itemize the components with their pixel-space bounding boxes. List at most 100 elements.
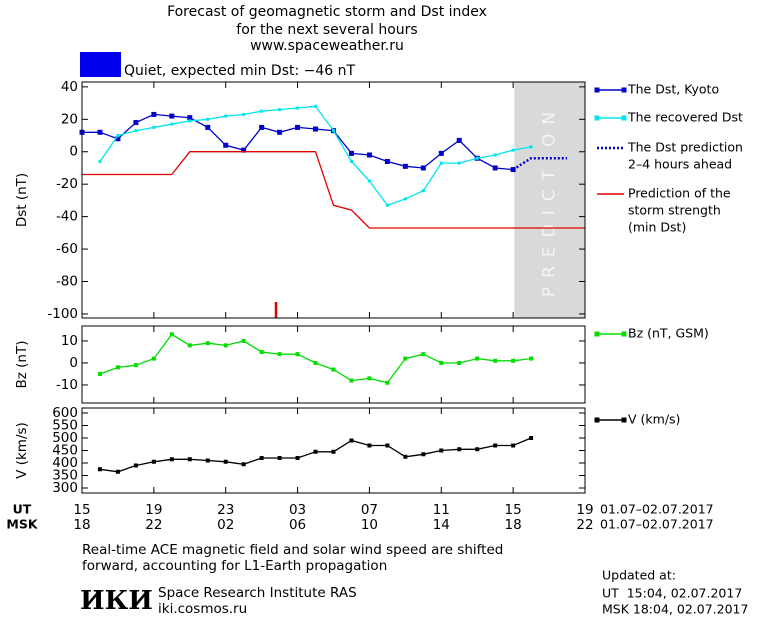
point bbox=[223, 459, 228, 464]
point bbox=[439, 448, 444, 453]
x-tick-label: 15 bbox=[505, 502, 522, 518]
x-tick-label: 07 bbox=[361, 502, 378, 518]
point bbox=[97, 371, 102, 376]
msk-tick-label: 18 bbox=[73, 517, 90, 533]
point bbox=[511, 358, 516, 363]
point bbox=[205, 458, 210, 463]
point bbox=[98, 159, 102, 163]
legend-label: Bz (nT, GSM) bbox=[628, 326, 709, 341]
legend-label: V (km/s) bbox=[628, 412, 680, 427]
point bbox=[242, 112, 246, 116]
msk-tick-label: 14 bbox=[433, 517, 450, 533]
point bbox=[187, 115, 193, 121]
msk-tick-label: 18 bbox=[505, 517, 522, 533]
institute-site: iki.cosmos.ru bbox=[158, 601, 247, 617]
point bbox=[295, 352, 300, 357]
point bbox=[133, 363, 138, 368]
msk-tick-label: 02 bbox=[217, 517, 234, 533]
point bbox=[385, 203, 389, 207]
point bbox=[313, 360, 318, 365]
point bbox=[349, 159, 353, 163]
point bbox=[260, 109, 264, 113]
point bbox=[475, 156, 479, 160]
y-tick-label: 350 bbox=[52, 468, 78, 484]
legend-marker bbox=[594, 115, 600, 121]
point bbox=[97, 129, 103, 135]
institute-name: Space Research Institute RAS bbox=[158, 585, 357, 601]
legend-label: The Dst prediction bbox=[627, 140, 743, 155]
point bbox=[313, 449, 318, 454]
y-tick-label: 300 bbox=[52, 480, 78, 496]
point bbox=[133, 120, 139, 126]
status-box bbox=[80, 52, 121, 77]
title: Forecast of geomagnetic storm and Dst in… bbox=[167, 4, 487, 20]
legend-marker bbox=[621, 115, 627, 121]
point bbox=[224, 114, 228, 118]
series-line bbox=[99, 437, 532, 473]
point bbox=[134, 129, 138, 133]
legend-marker bbox=[594, 417, 600, 423]
point bbox=[529, 436, 534, 440]
y-tick-label: -100 bbox=[47, 306, 78, 322]
x-tick-label: 23 bbox=[217, 502, 234, 518]
point bbox=[241, 462, 246, 467]
point bbox=[313, 126, 319, 132]
point bbox=[331, 367, 336, 372]
y-tick-label: -20 bbox=[56, 176, 78, 192]
x-tick-label: 11 bbox=[433, 502, 450, 518]
point bbox=[151, 459, 156, 464]
point bbox=[259, 349, 264, 354]
prediction-label: PREDICTION bbox=[540, 103, 560, 297]
point bbox=[349, 378, 354, 383]
point bbox=[97, 467, 102, 472]
point bbox=[205, 341, 210, 346]
point bbox=[367, 443, 372, 448]
title: for the next several hours bbox=[236, 22, 417, 38]
msk-tick-label: 22 bbox=[576, 517, 593, 533]
legend-label: (min Dst) bbox=[628, 220, 686, 235]
point bbox=[188, 119, 192, 123]
y-tick-label: 450 bbox=[52, 443, 78, 459]
point bbox=[439, 161, 443, 165]
point bbox=[439, 360, 444, 365]
y-tick-label: 40 bbox=[61, 79, 78, 95]
point bbox=[493, 358, 498, 363]
y-tick-label: -80 bbox=[56, 274, 78, 290]
updated-ut: UT 15:04, 02.07.2017 bbox=[602, 586, 742, 601]
note: Real-time ACE magnetic field and solar w… bbox=[82, 542, 503, 558]
point bbox=[367, 179, 371, 183]
legend-marker bbox=[621, 87, 627, 93]
x-tick-label: 19 bbox=[576, 502, 593, 518]
point bbox=[492, 165, 498, 171]
point bbox=[385, 443, 390, 448]
legend-label: storm strength bbox=[628, 203, 721, 218]
point bbox=[277, 129, 283, 135]
point bbox=[457, 161, 461, 165]
y-tick-label: 10 bbox=[61, 333, 78, 349]
point bbox=[349, 438, 354, 443]
series-line bbox=[99, 105, 532, 207]
point bbox=[170, 122, 174, 126]
point bbox=[115, 136, 121, 142]
point bbox=[385, 380, 390, 385]
point bbox=[529, 145, 533, 149]
point bbox=[187, 457, 192, 462]
point bbox=[421, 352, 426, 357]
y-tick-label: -10 bbox=[56, 377, 78, 393]
point bbox=[152, 125, 156, 129]
y-axis-label: Bz (nT) bbox=[14, 341, 30, 389]
legend-marker bbox=[594, 331, 600, 337]
legend-marker bbox=[621, 331, 627, 337]
y-tick-label: 550 bbox=[52, 418, 78, 434]
point bbox=[403, 356, 408, 361]
date-range: 01.07–02.07.2017 bbox=[600, 502, 714, 517]
legend-marker bbox=[621, 417, 627, 423]
point bbox=[475, 447, 480, 452]
y-axis-label: Dst (nT) bbox=[14, 173, 30, 227]
point bbox=[384, 158, 390, 164]
y-tick-label: 0 bbox=[69, 355, 78, 371]
msk-tick-label: 22 bbox=[145, 517, 162, 533]
x-tick-label: 19 bbox=[145, 502, 162, 518]
y-tick-label: 0 bbox=[69, 144, 78, 160]
